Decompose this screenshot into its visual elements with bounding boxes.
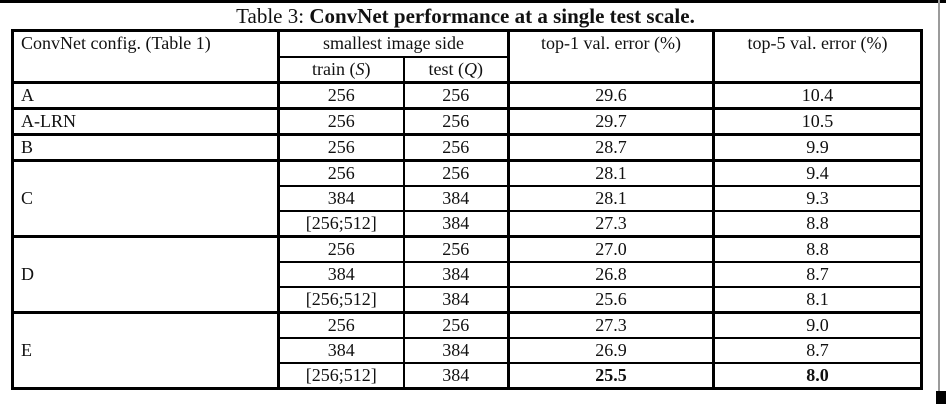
table-row-b: B 256 256 28.7 9.9 — [11, 132, 923, 161]
header-config: ConvNet config. (Table 1) — [11, 29, 280, 84]
top1-cell: 26.9 — [507, 336, 715, 364]
header-row-1: ConvNet config. (Table 1) smallest image… — [11, 29, 923, 84]
train-label: train ( — [312, 58, 356, 79]
config-cell: D — [11, 234, 280, 313]
top5-cell: 10.4 — [712, 80, 923, 109]
header-smallest-image-side: smallest image side — [277, 29, 510, 58]
train-cell: 256 — [277, 80, 405, 109]
top5-cell: 9.9 — [712, 132, 923, 161]
table-row-e-3: [256;512] 384 25.5 8.0 — [13, 361, 923, 389]
test-cell: 384 — [402, 285, 510, 313]
config-cell: B — [11, 132, 280, 161]
table-row-c-1: C 256 256 28.1 9.4 — [11, 158, 923, 237]
top1-cell: 28.1 — [507, 158, 715, 187]
header-row-2: train (S) test (Q) — [13, 55, 922, 84]
train-cell: 256 — [277, 234, 405, 263]
train-cell: [256;512] — [277, 209, 405, 237]
top5-cell: 9.4 — [712, 158, 923, 187]
train-cell: 256 — [277, 132, 405, 161]
top5-cell: 9.0 — [712, 310, 923, 339]
test-cell: 384 — [402, 184, 510, 212]
test-variable: Q — [464, 58, 477, 79]
table-row-e-2: 384 384 26.9 8.7 — [13, 336, 923, 364]
train-cell: 384 — [277, 260, 405, 288]
train-cell: 384 — [277, 184, 405, 212]
top1-cell: 27.3 — [507, 209, 715, 237]
test-cell: 256 — [402, 310, 510, 339]
top5-cell: 10.5 — [712, 106, 923, 135]
train-cell: 384 — [277, 336, 405, 364]
top5-cell: 8.8 — [712, 209, 923, 237]
header-top5-error: top-5 val. error (%) — [712, 29, 923, 84]
top5-cell: 8.7 — [712, 336, 923, 364]
train-cell: [256;512] — [277, 361, 405, 389]
table-body: A 256 256 29.6 10.4 A-LRN 256 256 29.7 1… — [11, 80, 923, 389]
top1-cell-best: 25.5 — [507, 361, 715, 389]
top1-cell: 29.6 — [507, 80, 715, 109]
table-row-c-2: 384 384 28.1 9.3 — [13, 184, 923, 212]
top1-cell: 26.8 — [507, 260, 715, 288]
test-cell: 384 — [402, 260, 510, 288]
test-cell: 384 — [402, 209, 510, 237]
header-top1-error: top-1 val. error (%) — [507, 29, 715, 84]
results-table: ConvNet config. (Table 1) smallest image… — [11, 29, 923, 390]
top1-cell: 27.0 — [507, 234, 715, 263]
test-cell: 256 — [402, 234, 510, 263]
top1-cell: 28.1 — [507, 184, 715, 212]
table-row-c-3: [256;512] 384 27.3 8.8 — [13, 209, 923, 237]
test-cell: 256 — [402, 80, 510, 109]
header-test-q: test (Q) — [402, 55, 510, 84]
top1-cell: 25.6 — [507, 285, 715, 313]
caption-title: ConvNet performance at a single test sca… — [309, 4, 695, 28]
bottom-right-corner-mark — [936, 391, 946, 404]
config-cell: A-LRN — [11, 106, 280, 135]
top1-cell: 27.3 — [507, 310, 715, 339]
top1-cell: 29.7 — [507, 106, 715, 135]
test-cell: 384 — [402, 336, 510, 364]
top5-cell: 8.1 — [712, 285, 923, 313]
test-cell: 256 — [402, 158, 510, 187]
table-header: ConvNet config. (Table 1) smallest image… — [11, 29, 923, 84]
train-variable: S — [355, 58, 365, 79]
top5-cell: 9.3 — [712, 184, 923, 212]
top5-cell: 8.8 — [712, 234, 923, 263]
top5-cell: 8.7 — [712, 260, 923, 288]
table-row-d-1: D 256 256 27.0 8.8 — [11, 234, 923, 313]
test-paren: ) — [477, 58, 483, 79]
test-cell: 256 — [402, 132, 510, 161]
table-row-a: A 256 256 29.6 10.4 — [11, 80, 923, 109]
top5-cell-best: 8.0 — [712, 361, 923, 389]
header-train-s: train (S) — [277, 55, 405, 84]
right-rule — [938, 0, 940, 404]
top1-cell: 28.7 — [507, 132, 715, 161]
train-paren: ) — [364, 58, 371, 79]
table-row-e-1: E 256 256 27.3 9.0 — [11, 310, 923, 389]
config-cell: A — [11, 80, 280, 109]
config-cell: E — [11, 310, 280, 389]
train-cell: [256;512] — [277, 285, 405, 313]
table-caption: Table 3: ConvNet performance at a single… — [11, 4, 920, 28]
test-cell: 384 — [402, 361, 510, 389]
config-cell: C — [11, 158, 280, 237]
test-cell: 256 — [402, 106, 510, 135]
table-row-d-2: 384 384 26.8 8.7 — [13, 260, 923, 288]
train-cell: 256 — [277, 158, 405, 187]
caption-label: Table 3: — [236, 4, 310, 28]
table-row-a-lrn: A-LRN 256 256 29.7 10.5 — [11, 106, 923, 135]
test-label: test ( — [428, 58, 465, 79]
top-rule — [0, 0, 946, 3]
train-cell: 256 — [277, 310, 405, 339]
train-cell: 256 — [277, 106, 405, 135]
